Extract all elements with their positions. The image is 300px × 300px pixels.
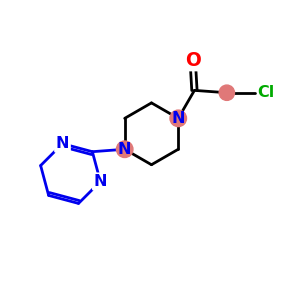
Circle shape [219,85,235,100]
Text: O: O [185,51,201,70]
Text: Cl: Cl [257,85,275,100]
Circle shape [116,141,133,158]
Text: N: N [172,111,185,126]
Text: N: N [94,174,107,189]
Text: N: N [56,136,69,151]
Text: N: N [118,142,131,157]
Circle shape [170,110,187,127]
